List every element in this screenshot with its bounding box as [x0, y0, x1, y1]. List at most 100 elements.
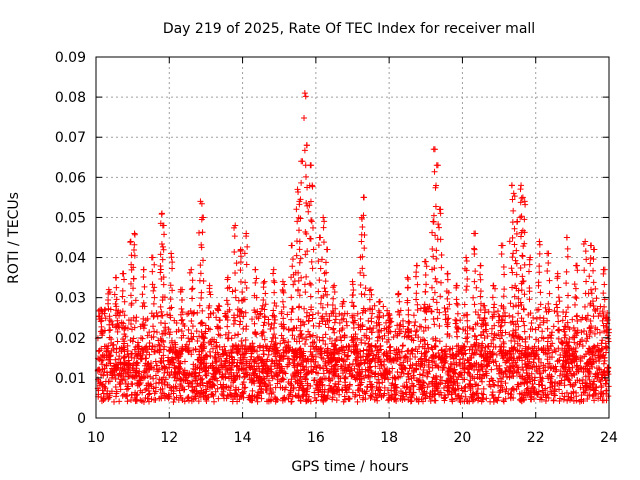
- spike-point: [501, 271, 508, 278]
- spike-point: [521, 229, 528, 236]
- data-point: [179, 286, 186, 293]
- background-point: [475, 397, 482, 404]
- background-point: [499, 355, 506, 362]
- background-point: [144, 395, 151, 402]
- background-point: [231, 376, 238, 383]
- background-point: [253, 395, 260, 402]
- data-point: [508, 182, 515, 189]
- spike-point: [366, 296, 373, 303]
- background-point: [400, 359, 407, 366]
- spike-point: [405, 333, 412, 340]
- background-point: [173, 348, 180, 355]
- spike-point: [481, 334, 488, 341]
- spike-point: [510, 321, 517, 328]
- spike-point: [526, 285, 533, 292]
- background-point: [589, 393, 596, 400]
- background-point: [573, 368, 580, 375]
- background-point: [147, 373, 154, 380]
- data-points: [94, 90, 612, 405]
- background-point: [591, 344, 598, 351]
- spike-point: [197, 262, 204, 269]
- background-point: [284, 355, 291, 362]
- background-point: [121, 338, 128, 345]
- background-point: [357, 269, 364, 276]
- spike-point: [167, 329, 174, 336]
- data-point: [140, 266, 147, 273]
- spike-point: [167, 282, 174, 289]
- spike-point: [162, 320, 169, 327]
- spike-point: [509, 196, 516, 203]
- background-point: [278, 363, 285, 370]
- spike-point: [261, 313, 268, 320]
- spike-point: [522, 335, 529, 342]
- background-point: [560, 364, 567, 371]
- background-point: [204, 394, 211, 401]
- spike-point: [159, 312, 166, 319]
- spike-point: [316, 323, 323, 330]
- spike-point: [435, 221, 442, 228]
- background-point: [303, 371, 310, 378]
- spike-point: [413, 296, 420, 303]
- background-point: [203, 367, 210, 374]
- spike-point: [188, 310, 195, 317]
- background-point: [367, 373, 374, 380]
- background-point: [392, 395, 399, 402]
- background-point: [368, 381, 375, 388]
- background-point: [503, 385, 510, 392]
- background-point: [570, 346, 577, 353]
- spike-point: [599, 317, 606, 324]
- background-point: [133, 359, 140, 366]
- background-point: [350, 319, 357, 326]
- background-point: [420, 328, 427, 335]
- background-point: [203, 388, 210, 395]
- spike-point: [150, 323, 157, 330]
- background-point: [302, 340, 309, 347]
- background-point: [249, 387, 256, 394]
- spike-point: [106, 327, 113, 334]
- spike-point: [349, 299, 356, 306]
- background-point: [259, 357, 266, 364]
- spike-point: [509, 284, 516, 291]
- spike-point: [518, 213, 525, 220]
- x-tick-label: 14: [234, 430, 252, 446]
- background-point: [343, 318, 350, 325]
- background-point: [98, 381, 105, 388]
- spike-point: [471, 245, 478, 252]
- spike-point: [157, 319, 164, 326]
- background-point: [566, 355, 573, 362]
- background-point: [520, 367, 527, 374]
- spike-point: [295, 227, 302, 234]
- spike-point: [207, 326, 214, 333]
- background-point: [260, 369, 267, 376]
- spike-point: [489, 294, 496, 301]
- spike-point: [224, 301, 231, 308]
- background-point: [470, 325, 477, 332]
- spike-point: [320, 239, 327, 246]
- spike-point: [414, 306, 421, 313]
- data-point: [422, 258, 429, 265]
- background-point: [239, 381, 246, 388]
- background-point: [238, 393, 245, 400]
- spike-point: [296, 292, 303, 299]
- background-point: [190, 333, 197, 340]
- background-point: [267, 385, 274, 392]
- background-point: [336, 391, 343, 398]
- spike-point: [319, 304, 326, 311]
- background-point: [471, 349, 478, 356]
- background-point: [126, 360, 133, 367]
- background-point: [243, 346, 250, 353]
- background-point: [172, 383, 179, 390]
- background-point: [502, 352, 509, 359]
- background-point: [384, 353, 391, 360]
- background-point: [119, 366, 126, 373]
- background-point: [442, 353, 449, 360]
- background-point: [495, 319, 502, 326]
- background-point: [558, 339, 565, 346]
- background-point: [403, 384, 410, 391]
- spike-point: [536, 250, 543, 257]
- background-point: [115, 355, 122, 362]
- spike-point: [359, 265, 366, 272]
- spike-point: [114, 328, 121, 335]
- background-point: [511, 355, 518, 362]
- background-point: [136, 373, 143, 380]
